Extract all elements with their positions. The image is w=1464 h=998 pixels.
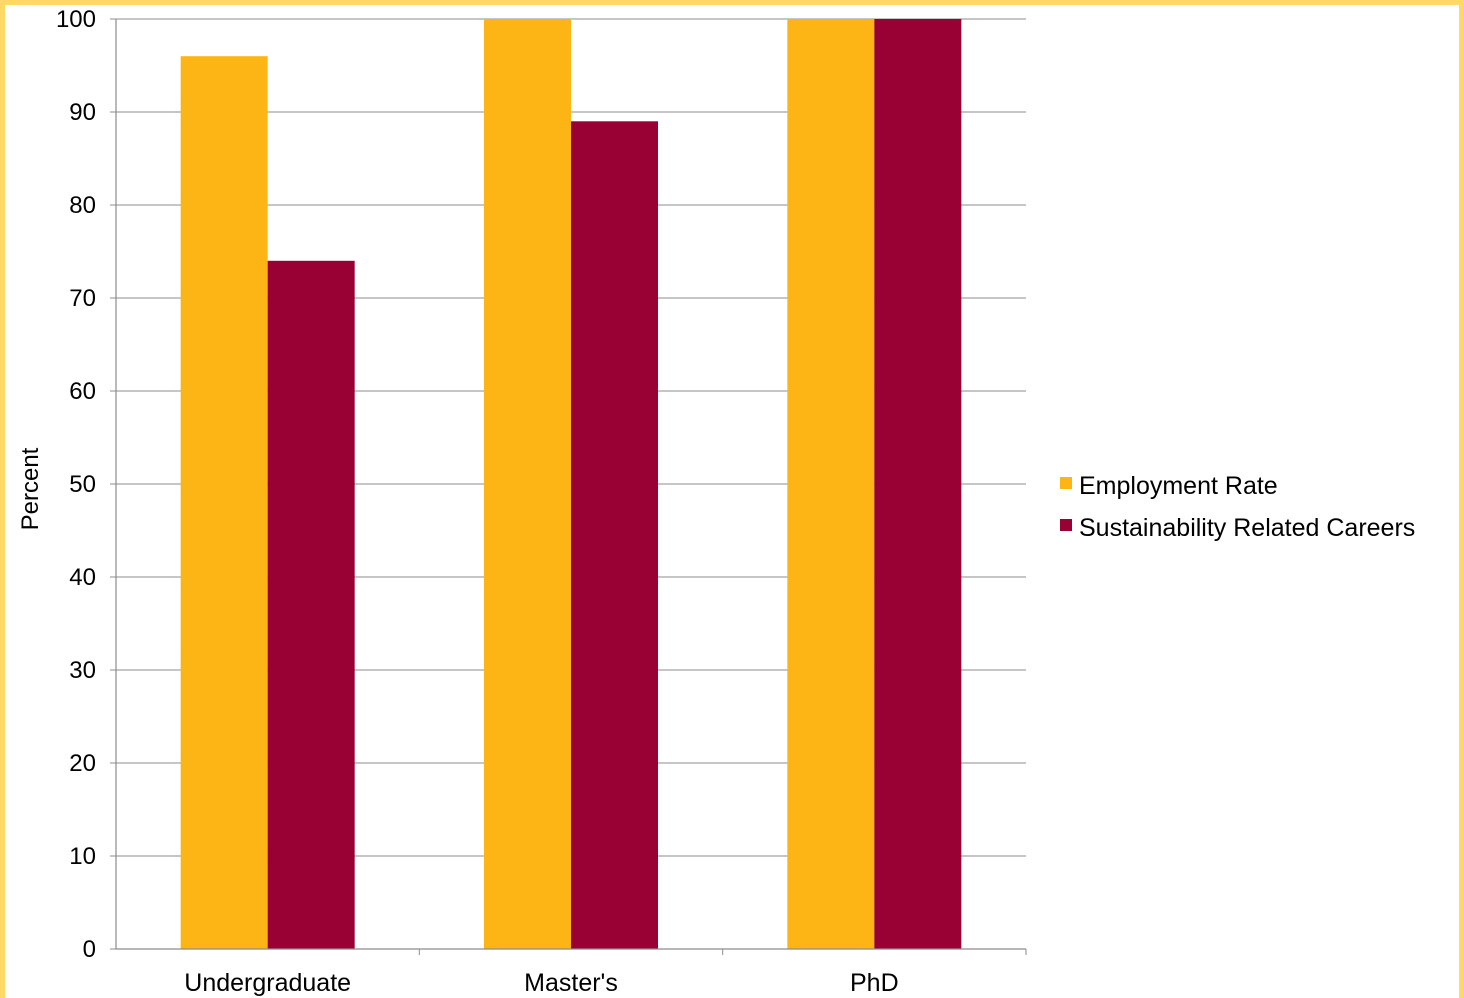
- y-tick-label: 80: [69, 192, 96, 219]
- chart-frame: 0 10 20 30 40 50 60 70 80 90 100 Undergraduate Mast…: [5, 5, 1459, 998]
- bar-employment-rate: [180, 56, 268, 949]
- y-tick-label: 30: [69, 657, 96, 684]
- bar-sustainability-careers: [267, 260, 355, 949]
- y-tick-label: 100: [56, 6, 96, 33]
- axes: [110, 18, 1027, 955]
- y-axis-label: Percent: [17, 447, 44, 530]
- y-tick-label: 60: [69, 378, 96, 405]
- y-tick-label: 50: [69, 471, 96, 498]
- y-tick-label: 0: [83, 936, 96, 963]
- legend-label: Employment Rate: [1079, 472, 1278, 500]
- y-tick-label: 20: [69, 750, 96, 777]
- y-tick-label: 40: [69, 564, 96, 591]
- legend-swatch: [1060, 519, 1072, 531]
- x-category-labels: Undergraduate Master's PhD: [184, 969, 898, 997]
- bar-sustainability-careers: [571, 121, 658, 950]
- legend-swatch: [1060, 477, 1072, 489]
- bar-sustainability-careers: [874, 19, 962, 949]
- y-tick-label: 10: [69, 843, 96, 870]
- x-category-label: PhD: [850, 969, 899, 997]
- legend: Employment Rate Sustainability Related Ca…: [1060, 472, 1415, 542]
- bar-chart: 0 10 20 30 40 50 60 70 80 90 100 Undergraduate Mast…: [17, 6, 1415, 997]
- y-tick-label: 90: [69, 99, 96, 126]
- bar-employment-rate: [484, 19, 571, 949]
- bars: [180, 19, 962, 950]
- legend-label: Sustainability Related Careers: [1079, 514, 1415, 542]
- y-tick-label: 70: [69, 285, 96, 312]
- bar-employment-rate: [787, 19, 875, 949]
- x-category-label: Undergraduate: [184, 969, 351, 997]
- x-category-label: Master's: [524, 969, 618, 997]
- y-tick-labels: 0 10 20 30 40 50 60 70 80 90 100: [56, 6, 96, 963]
